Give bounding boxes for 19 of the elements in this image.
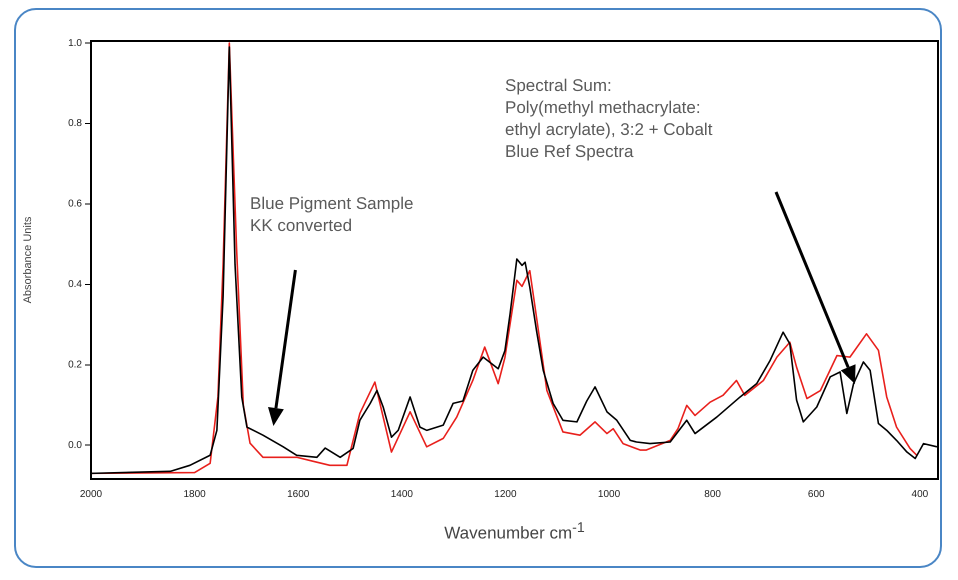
x-tick-label: 800 [704,488,722,500]
x-tick-label: 1400 [390,488,414,500]
x-tick-label: 1000 [598,488,621,500]
y-tick-label: 0.8 [68,118,82,130]
x-tick-label: 1800 [183,488,206,500]
y-tick-label: 1.0 [68,38,82,49]
y-tick-label: 0.6 [68,198,82,210]
y-tick-label: 0.2 [68,360,82,371]
x-tick-label: 1200 [494,488,517,500]
annotation: Blue Pigment Sample KK converted [250,193,414,237]
y-tick-label: 0.0 [68,440,82,451]
y-tick-label: 0.4 [68,279,82,290]
x-tick-label: 2000 [80,488,103,500]
x-axis-title: Wavenumber cm$^{-1}$ [443,520,586,544]
x-tick-label: 1600 [287,488,310,500]
x-tick-label: 400 [912,488,929,500]
x-tick-label: 600 [808,488,826,500]
y-axis-title: Absorbance Units [22,216,34,304]
annotation: Spectral Sum: Poly(methyl methacrylate: ethyl acrylate), 3:2 + Cobalt Blue Ref Spectra [505,75,712,163]
